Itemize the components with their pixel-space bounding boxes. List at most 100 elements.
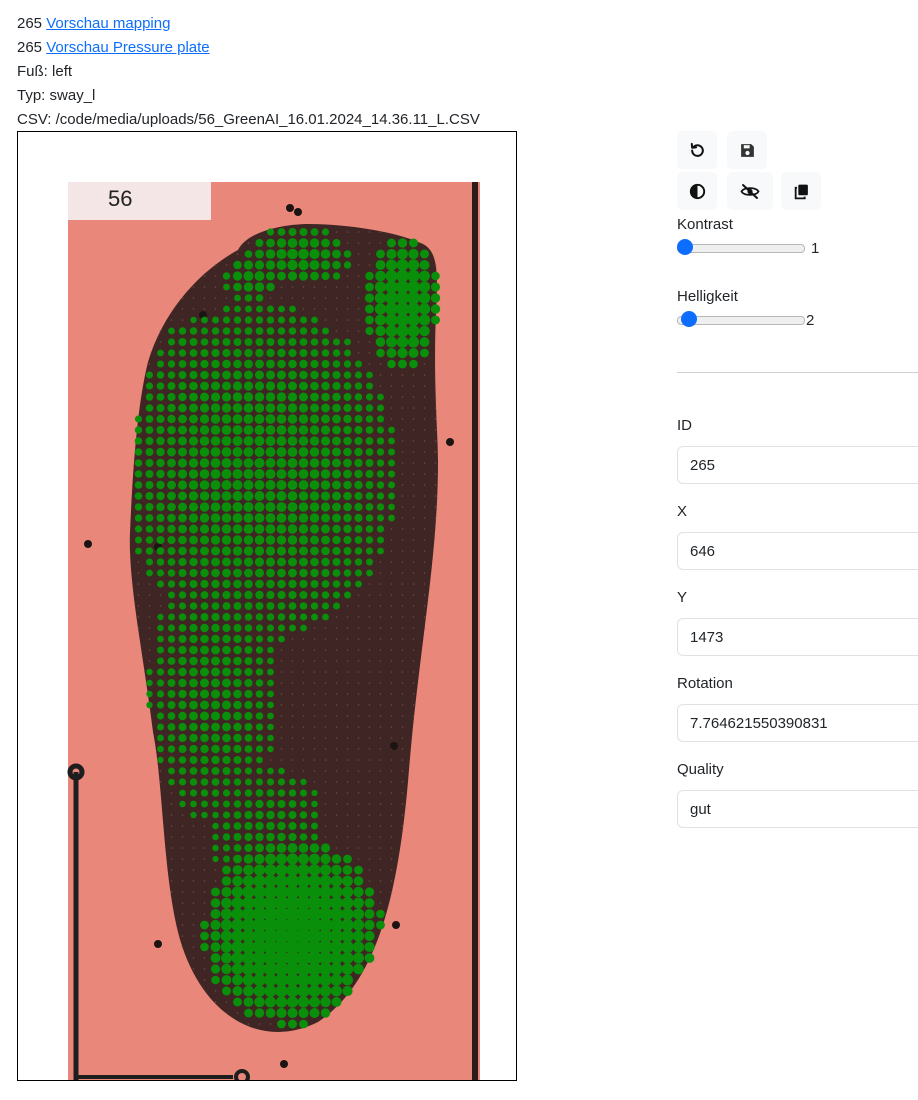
sensor-dot <box>220 930 233 942</box>
grid-speck <box>357 759 360 761</box>
grid-speck <box>401 715 404 717</box>
grid-speck <box>346 638 349 640</box>
sensor-dot <box>299 349 308 357</box>
csv-label: CSV: <box>17 111 52 128</box>
grid-speck <box>335 308 338 310</box>
sensor-dot <box>267 668 274 676</box>
sensor-dot <box>244 646 253 654</box>
grid-speck <box>357 231 360 233</box>
mapping-preview-link[interactable]: Vorschau mapping <box>46 15 171 32</box>
grid-speck <box>412 572 415 574</box>
sensor-dot <box>276 425 287 435</box>
sensor-dot <box>157 745 164 753</box>
brightness-slider-thumb[interactable] <box>681 311 697 327</box>
sensor-dot <box>167 679 176 687</box>
quality-input[interactable] <box>677 790 918 828</box>
sensor-dot <box>277 579 286 589</box>
grid-speck <box>280 693 283 695</box>
grid-speck <box>170 792 173 794</box>
sensor-dot <box>200 623 209 633</box>
sensor-dot <box>265 381 276 391</box>
sensor-dot <box>244 250 253 258</box>
grid-speck <box>357 803 360 805</box>
grid-speck <box>192 869 195 871</box>
sensor-dot <box>321 524 330 534</box>
save-button[interactable] <box>727 131 767 169</box>
grid-speck <box>181 836 184 838</box>
sensor-dot <box>255 568 264 578</box>
sensor-dot <box>276 381 287 391</box>
sensor-dot <box>365 459 374 467</box>
sensor-dot <box>341 952 354 964</box>
sensor-dot <box>285 917 300 933</box>
copy-button[interactable] <box>781 172 821 210</box>
grid-speck <box>335 660 338 662</box>
pressure-preview-link[interactable]: Vorschau Pressure plate <box>46 39 210 56</box>
sensor-dot <box>200 711 209 721</box>
grid-speck <box>280 682 283 684</box>
y-input[interactable] <box>677 618 918 656</box>
grid-speck <box>401 528 404 530</box>
brightness-slider[interactable] <box>677 311 805 327</box>
sensor-dot <box>277 624 286 632</box>
contrast-slider[interactable] <box>677 239 805 255</box>
sensor-dot <box>321 414 330 424</box>
reset-button[interactable] <box>677 131 717 169</box>
ink-spot <box>280 1060 288 1068</box>
contrast-toggle-button[interactable] <box>677 172 717 210</box>
grid-speck <box>379 561 382 563</box>
grid-speck <box>401 550 404 552</box>
sensor-dot <box>354 513 363 523</box>
grid-speck <box>247 1023 250 1025</box>
grid-speck <box>137 572 140 574</box>
grid-speck <box>170 825 173 827</box>
grid-speck <box>423 440 426 442</box>
grid-speck <box>192 902 195 904</box>
sensor-dot <box>366 558 373 566</box>
sensor-dot <box>266 568 275 578</box>
sensor-dot <box>233 568 242 578</box>
sensor-dot <box>276 469 287 479</box>
sensor-dot <box>244 602 253 610</box>
id-input[interactable] <box>677 446 918 484</box>
grid-speck <box>412 693 415 695</box>
sensor-dot <box>298 271 309 281</box>
sensor-dot <box>265 249 276 259</box>
sensor-dot <box>420 249 429 259</box>
sensor-dot <box>167 491 176 501</box>
sensor-dot <box>277 602 286 610</box>
x-input[interactable] <box>677 532 918 570</box>
sensor-dot <box>233 359 242 369</box>
foot-label: Fuß: <box>17 63 48 80</box>
scan-canvas[interactable]: 56 <box>17 131 517 1081</box>
grid-speck <box>412 407 415 409</box>
sensor-dot <box>355 580 362 588</box>
sensor-dot <box>167 668 176 676</box>
sensor-dot <box>177 458 188 468</box>
grid-speck <box>401 726 404 728</box>
sensor-dot <box>145 481 154 489</box>
sensor-dot <box>285 906 300 922</box>
sensor-dot <box>332 260 341 270</box>
grid-speck <box>401 671 404 673</box>
rotation-input[interactable] <box>677 704 918 742</box>
sensor-dot <box>178 624 187 632</box>
grid-speck <box>368 682 371 684</box>
sensor-dot <box>233 811 242 819</box>
sensor-dot <box>419 337 430 347</box>
sensor-dot <box>210 414 221 424</box>
sensor-dot <box>233 756 242 764</box>
sensor-dot <box>365 393 374 401</box>
sensor-dot <box>255 337 264 347</box>
visibility-toggle-button[interactable] <box>727 172 773 210</box>
grid-speck <box>379 638 382 640</box>
sensor-dot <box>157 613 164 621</box>
sensor-dot <box>244 832 253 842</box>
sensor-dot <box>374 292 387 304</box>
sensor-dot <box>178 767 187 775</box>
grid-speck <box>148 638 151 640</box>
sensor-dot <box>221 480 232 490</box>
grid-speck <box>181 308 184 310</box>
contrast-slider-thumb[interactable] <box>677 239 693 255</box>
sensor-dot <box>199 491 210 501</box>
